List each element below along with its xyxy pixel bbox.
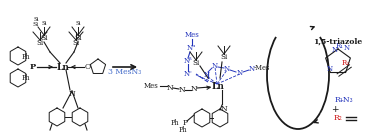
Text: P: P xyxy=(30,63,36,71)
Text: N: N xyxy=(224,65,230,73)
Text: Mes: Mes xyxy=(144,82,158,90)
Text: N: N xyxy=(331,46,338,54)
Text: R₁: R₁ xyxy=(335,42,344,51)
Text: Si: Si xyxy=(33,22,39,26)
Text: O: O xyxy=(85,63,91,71)
Text: Nᶜ: Nᶜ xyxy=(184,70,192,78)
Text: P: P xyxy=(183,119,187,127)
Text: -Mes: -Mes xyxy=(254,64,270,72)
Text: N: N xyxy=(221,105,228,113)
Text: Nᵝ: Nᵝ xyxy=(184,57,192,65)
Text: –N₃: –N₃ xyxy=(339,96,353,104)
Text: Ph: Ph xyxy=(22,74,30,82)
Text: Ln: Ln xyxy=(212,81,225,90)
Text: N: N xyxy=(191,85,197,93)
Text: N: N xyxy=(179,86,185,94)
Text: R₂: R₂ xyxy=(334,114,342,122)
Text: Si: Si xyxy=(41,20,47,25)
Text: Ln: Ln xyxy=(57,62,70,72)
Text: N: N xyxy=(237,69,243,77)
Text: Mes: Mes xyxy=(184,31,199,39)
Text: N: N xyxy=(344,45,350,52)
Text: Si: Si xyxy=(220,53,228,61)
Text: N: N xyxy=(69,90,75,98)
Text: R₂: R₂ xyxy=(341,59,349,67)
Text: N: N xyxy=(212,62,218,70)
Text: 3 MesN₃: 3 MesN₃ xyxy=(108,68,142,76)
Text: N: N xyxy=(327,65,333,73)
Text: Si: Si xyxy=(33,17,39,22)
Text: Si: Si xyxy=(40,34,48,42)
Text: 1,5-triazole: 1,5-triazole xyxy=(313,38,363,46)
Text: Ph: Ph xyxy=(22,53,30,61)
Text: Si: Si xyxy=(192,59,200,67)
Text: Nᵅ: Nᵅ xyxy=(186,44,195,52)
Text: Si: Si xyxy=(36,39,43,47)
Text: R₁: R₁ xyxy=(335,96,343,104)
Text: Ph: Ph xyxy=(171,119,179,127)
Text: Si: Si xyxy=(75,20,81,25)
Text: Si: Si xyxy=(73,39,79,47)
Text: Ph: Ph xyxy=(179,126,187,134)
Text: N: N xyxy=(249,65,255,73)
Text: +: + xyxy=(331,104,339,114)
Text: Si: Si xyxy=(74,34,82,42)
Text: N: N xyxy=(167,84,174,92)
Text: N: N xyxy=(204,71,210,79)
